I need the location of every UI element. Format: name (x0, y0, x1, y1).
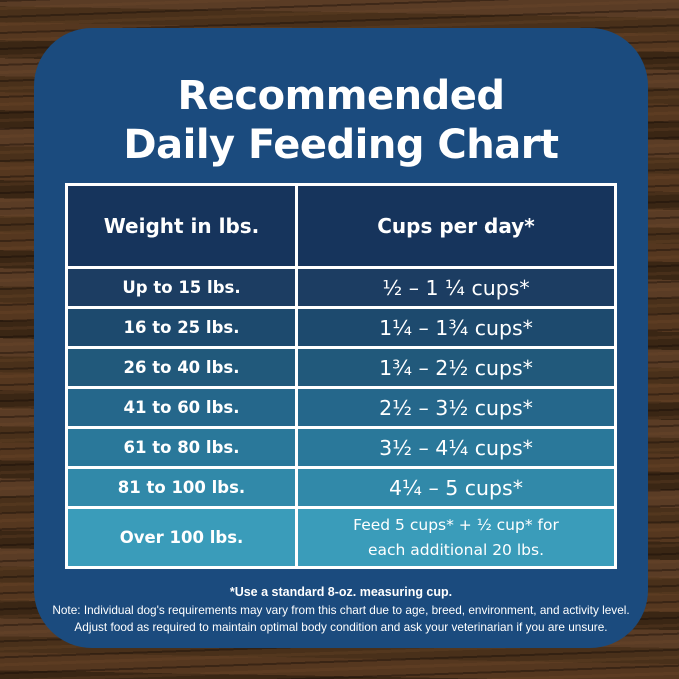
cups-cell: 1¾ – 2½ cups* (298, 349, 614, 386)
table-row: 41 to 60 lbs. 2½ – 3½ cups* (68, 389, 614, 426)
page-title-line2: Daily Feeding Chart (123, 121, 559, 168)
weight-cell: 16 to 25 lbs. (68, 309, 295, 346)
feeding-table: Weight in lbs. Cups per day* Up to 15 lb… (65, 183, 617, 569)
weight-cell: Over 100 lbs. (68, 509, 295, 566)
weight-cell: Up to 15 lbs. (68, 269, 295, 306)
table-row: 81 to 100 lbs. 4¼ – 5 cups* (68, 469, 614, 506)
table-header-row: Weight in lbs. Cups per day* (68, 186, 614, 266)
cups-cell: Feed 5 cups* + ½ cup* for each additiona… (298, 509, 614, 566)
footnotes: *Use a standard 8-oz. measuring cup. Not… (48, 584, 634, 635)
table-row: 61 to 80 lbs. 3½ – 4¼ cups* (68, 429, 614, 466)
weight-cell: 61 to 80 lbs. (68, 429, 295, 466)
disclaimer-line1: Note: Individual dog's requirements may … (52, 602, 630, 617)
cups-cell: 1¼ – 1¾ cups* (298, 309, 614, 346)
column-header-cups: Cups per day* (298, 186, 614, 266)
feeding-chart-panel: Recommended Daily Feeding Chart Weight i… (34, 28, 648, 648)
cups-cell: 2½ – 3½ cups* (298, 389, 614, 426)
table-row: Over 100 lbs. Feed 5 cups* + ½ cup* for … (68, 509, 614, 566)
cups-cell: ½ – 1 ¼ cups* (298, 269, 614, 306)
page-title: Recommended Daily Feeding Chart (34, 72, 648, 170)
column-header-weight: Weight in lbs. (68, 186, 295, 266)
cups-cell: 3½ – 4¼ cups* (298, 429, 614, 466)
cups-cell: 4¼ – 5 cups* (298, 469, 614, 506)
measuring-cup-note: *Use a standard 8-oz. measuring cup. (229, 585, 453, 599)
page-title-line1: Recommended (177, 73, 505, 119)
table-row: Up to 15 lbs. ½ – 1 ¼ cups* (68, 269, 614, 306)
table-row: 26 to 40 lbs. 1¾ – 2½ cups* (68, 349, 614, 386)
weight-cell: 26 to 40 lbs. (68, 349, 295, 386)
weight-cell: 41 to 60 lbs. (68, 389, 295, 426)
table-row: 16 to 25 lbs. 1¼ – 1¾ cups* (68, 309, 614, 346)
weight-cell: 81 to 100 lbs. (68, 469, 295, 506)
disclaimer-line2: Adjust food as required to maintain opti… (74, 619, 608, 634)
